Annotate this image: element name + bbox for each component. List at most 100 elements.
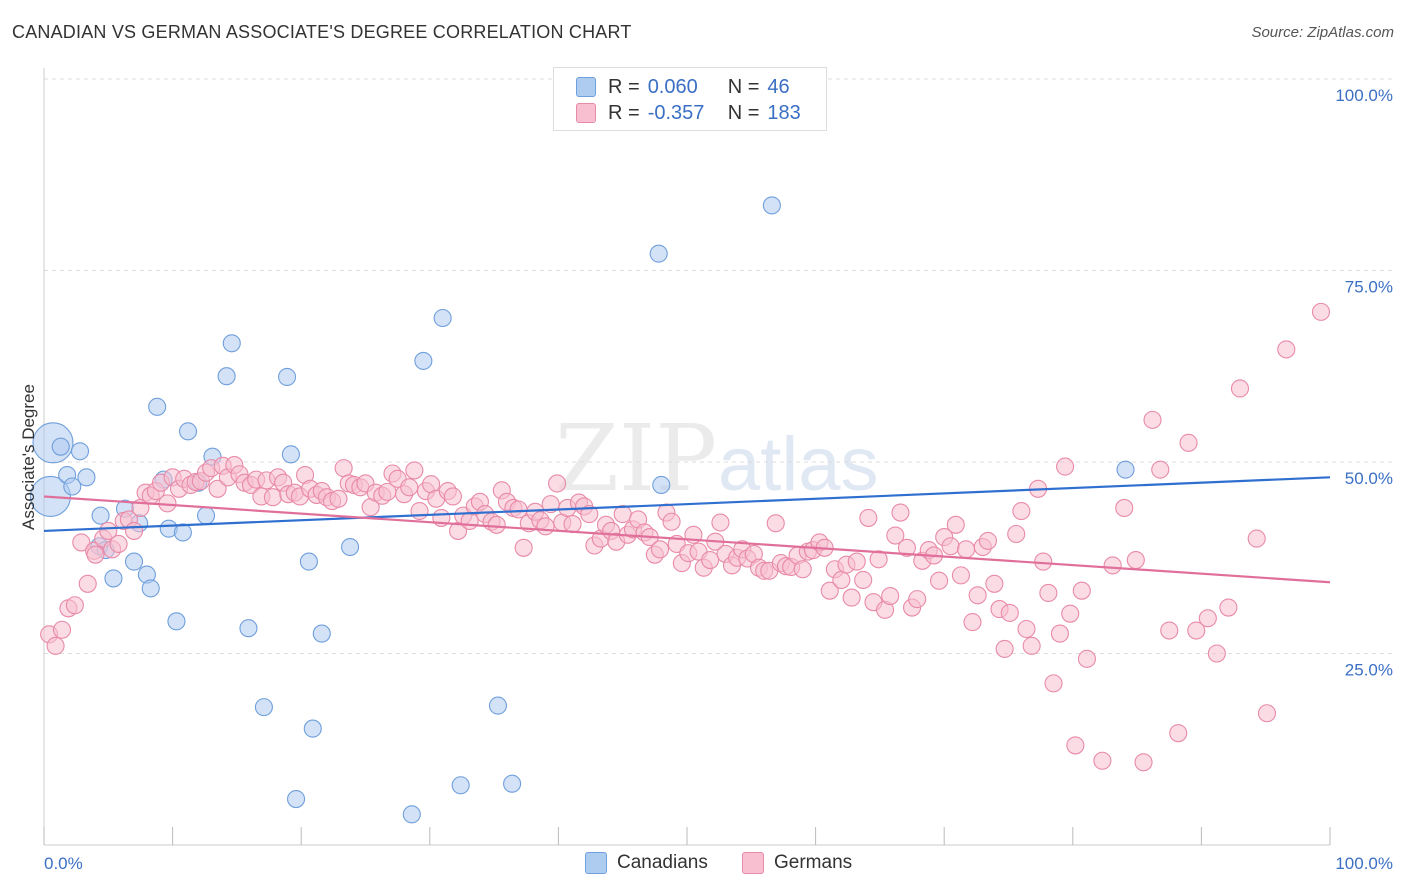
- point-canadians: [451, 776, 470, 795]
- chart-title: CANADIAN VS GERMAN ASSOCIATE'S DEGREE CO…: [12, 22, 632, 42]
- point-germans: [1039, 583, 1058, 603]
- point-canadians: [63, 477, 82, 496]
- point-germans: [941, 537, 960, 556]
- point-germans: [957, 540, 976, 559]
- point-germans: [263, 488, 282, 507]
- point-canadians: [254, 698, 273, 717]
- point-germans: [78, 574, 97, 593]
- point-canadians: [278, 367, 297, 387]
- point-germans: [1219, 598, 1238, 617]
- legend-row-germans: R = -0.357 N = 183: [576, 100, 801, 126]
- point-germans: [847, 552, 866, 571]
- point-canadians: [178, 422, 198, 441]
- series-swatch-canadians: [585, 852, 607, 874]
- legend-n-label: N =: [727, 75, 760, 98]
- series-legend-canadians[interactable]: Canadians: [585, 852, 708, 874]
- series-swatch-germans: [742, 852, 764, 874]
- point-germans: [711, 513, 730, 532]
- legend-n-value: 46: [767, 75, 790, 98]
- point-germans: [99, 521, 118, 540]
- point-canadians: [1116, 460, 1135, 479]
- point-canadians: [488, 696, 508, 715]
- point-germans: [1012, 501, 1031, 521]
- legend-r-value: -0.357: [647, 101, 705, 124]
- point-canadians: [148, 397, 167, 416]
- point-germans: [1077, 649, 1096, 668]
- point-germans: [842, 588, 861, 607]
- point-canadians: [312, 624, 331, 643]
- point-canadians: [503, 774, 522, 793]
- y-tick-label: 25.0%: [1345, 661, 1393, 680]
- point-germans: [46, 636, 65, 655]
- point-germans: [563, 514, 582, 534]
- point-germans: [1061, 604, 1080, 623]
- point-canadians: [649, 244, 668, 263]
- series-legend: Canadians Germans: [0, 852, 1406, 876]
- legend-swatch-canadians: [576, 77, 596, 97]
- series-label-canadians: Canadians: [617, 852, 708, 873]
- point-canadians: [167, 612, 186, 631]
- point-germans: [1247, 529, 1266, 548]
- point-germans: [978, 531, 997, 550]
- series-legend-germans[interactable]: Germans: [742, 852, 852, 874]
- watermark: ZIP atlas: [555, 405, 879, 512]
- point-canadians: [51, 437, 70, 456]
- y-tick-label: 50.0%: [1345, 469, 1393, 488]
- correlation-legend: R = 0.060 N = 46 R = -0.357 N = 183: [553, 67, 827, 131]
- point-germans: [1277, 340, 1296, 359]
- point-germans: [1034, 552, 1053, 571]
- point-germans: [1143, 410, 1162, 429]
- y-axis-title: Associate's Degree: [19, 384, 38, 530]
- point-canadians: [196, 506, 216, 525]
- point-germans: [854, 570, 873, 590]
- point-canadians: [414, 351, 433, 370]
- point-germans: [963, 613, 982, 632]
- trend-lines: [43, 476, 1331, 584]
- point-canadians: [173, 523, 192, 542]
- point-germans: [881, 586, 900, 606]
- point-germans: [820, 581, 839, 600]
- point-canadians: [141, 579, 160, 598]
- point-germans: [662, 512, 681, 531]
- point-germans: [548, 474, 567, 493]
- point-germans: [995, 639, 1014, 658]
- point-germans: [968, 586, 987, 605]
- point-germans: [109, 534, 128, 554]
- point-germans: [1151, 460, 1170, 479]
- point-germans: [72, 533, 91, 552]
- point-canadians: [217, 367, 236, 386]
- point-germans: [86, 545, 105, 564]
- point-germans: [65, 596, 84, 615]
- point-germans: [208, 479, 227, 498]
- legend-r-value: 0.060: [647, 75, 698, 98]
- point-germans: [766, 514, 785, 533]
- legend-row-canadians: R = 0.060 N = 46: [576, 74, 790, 100]
- axis-labels: 25.0% 50.0% 75.0% 100.0% 0.0% 100.0% Associate…: [19, 86, 1393, 873]
- point-germans: [946, 515, 965, 534]
- point-canadians: [341, 537, 360, 557]
- point-canadians: [222, 334, 241, 353]
- point-germans: [897, 538, 916, 557]
- legend-n-label: N =: [727, 101, 760, 124]
- source-label: Source: ZipAtlas.com: [1251, 24, 1394, 41]
- x-tick-label: 0.0%: [44, 854, 83, 873]
- point-germans: [1198, 609, 1217, 628]
- point-germans: [1115, 498, 1134, 518]
- point-germans: [701, 550, 720, 570]
- point-germans: [329, 489, 348, 508]
- point-germans: [1187, 621, 1206, 640]
- point-germans: [1050, 624, 1069, 643]
- point-germans: [1230, 379, 1250, 398]
- legend-n-value: 183: [767, 101, 801, 124]
- point-canadians: [70, 442, 90, 461]
- watermark-atlas: atlas: [718, 422, 879, 507]
- point-germans: [1044, 674, 1063, 693]
- point-canadians: [281, 445, 300, 464]
- point-germans: [650, 540, 670, 559]
- point-germans: [930, 571, 949, 590]
- point-canadians: [287, 789, 306, 809]
- point-germans: [1103, 556, 1122, 575]
- point-germans: [536, 517, 555, 536]
- trend-line-germans: [43, 495, 1331, 584]
- y-tick-label: 100.0%: [1335, 86, 1393, 105]
